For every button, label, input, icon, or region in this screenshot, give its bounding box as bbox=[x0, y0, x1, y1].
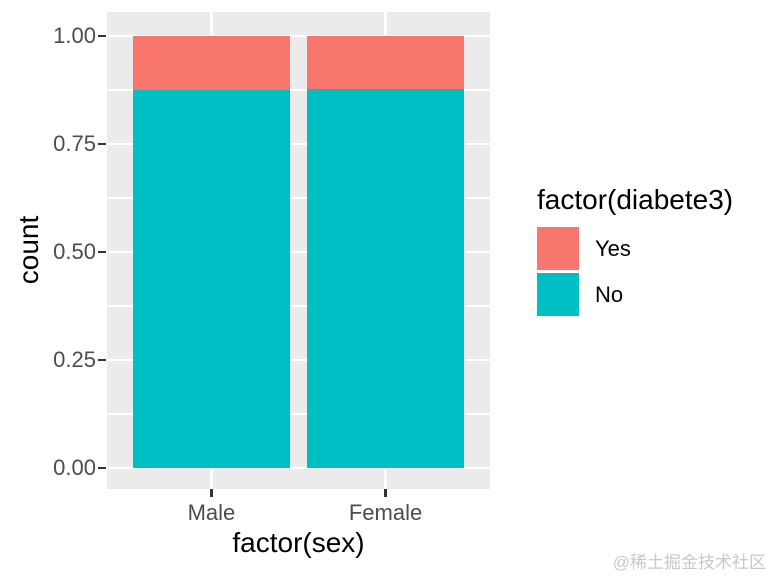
y-tick-label: 0.00 bbox=[53, 455, 96, 480]
gridline-major bbox=[107, 358, 490, 362]
gridline-minor bbox=[107, 413, 490, 415]
legend-title: factor(diabete3) bbox=[537, 184, 734, 215]
gridline-major bbox=[107, 34, 490, 38]
bar-segment-female-no bbox=[307, 89, 464, 468]
legend-entries: Yes No bbox=[537, 227, 762, 316]
y-tick-label: 1.00 bbox=[53, 23, 96, 48]
y-tick-label: 0.75 bbox=[53, 131, 96, 156]
y-axis-tick bbox=[98, 142, 106, 146]
x-tick-label: Female bbox=[348, 500, 423, 525]
legend-swatch bbox=[537, 273, 579, 316]
x-axis-tick bbox=[210, 489, 213, 497]
y-axis-tick bbox=[98, 34, 106, 38]
gridline-minor bbox=[107, 305, 490, 307]
bar-segment-male-no bbox=[133, 90, 290, 468]
y-axis-tick bbox=[98, 250, 106, 254]
y-tick-label: 0.25 bbox=[53, 347, 96, 372]
bar-segment-male-yes bbox=[133, 36, 290, 90]
legend-label: Yes bbox=[595, 235, 631, 261]
gridline-minor bbox=[107, 89, 490, 91]
legend-entry: Yes bbox=[537, 227, 762, 270]
legend-label: No bbox=[595, 281, 624, 307]
gridline-minor bbox=[107, 197, 490, 199]
legend: factor(diabete3) Yes No bbox=[537, 184, 762, 319]
legend-swatch bbox=[537, 227, 579, 270]
y-tick-label: 0.50 bbox=[53, 239, 96, 264]
bar-segment-female-yes bbox=[307, 36, 464, 90]
plot-panel bbox=[107, 12, 490, 489]
x-axis-title: factor(sex) bbox=[232, 527, 365, 558]
gridline-major bbox=[107, 250, 490, 254]
legend-entry: No bbox=[537, 273, 762, 316]
x-tick-label: Male bbox=[187, 500, 236, 525]
y-axis-tick bbox=[98, 358, 106, 362]
gridline-major bbox=[107, 466, 490, 470]
x-axis-tick bbox=[384, 489, 387, 497]
gridline-major bbox=[107, 142, 490, 146]
watermark: @稀土掘金技术社区 bbox=[612, 553, 766, 572]
y-axis-tick bbox=[98, 466, 106, 470]
